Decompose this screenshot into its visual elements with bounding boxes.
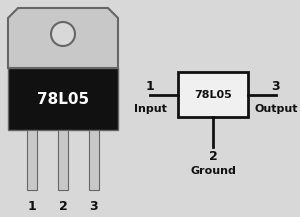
Circle shape [51,22,75,46]
Text: 1: 1 [28,201,36,214]
FancyBboxPatch shape [27,130,37,190]
Text: 2: 2 [58,201,68,214]
FancyBboxPatch shape [8,68,118,130]
FancyBboxPatch shape [178,72,248,117]
Text: 1: 1 [146,80,154,93]
Text: Output: Output [254,104,298,113]
FancyBboxPatch shape [89,130,99,190]
Text: Input: Input [134,104,166,113]
Text: 3: 3 [90,201,98,214]
Text: Ground: Ground [190,166,236,176]
Polygon shape [8,8,118,68]
Text: 78L05: 78L05 [37,92,89,107]
FancyBboxPatch shape [58,130,68,190]
Text: 3: 3 [272,80,280,93]
Text: 2: 2 [208,151,217,163]
Text: 78L05: 78L05 [194,89,232,100]
